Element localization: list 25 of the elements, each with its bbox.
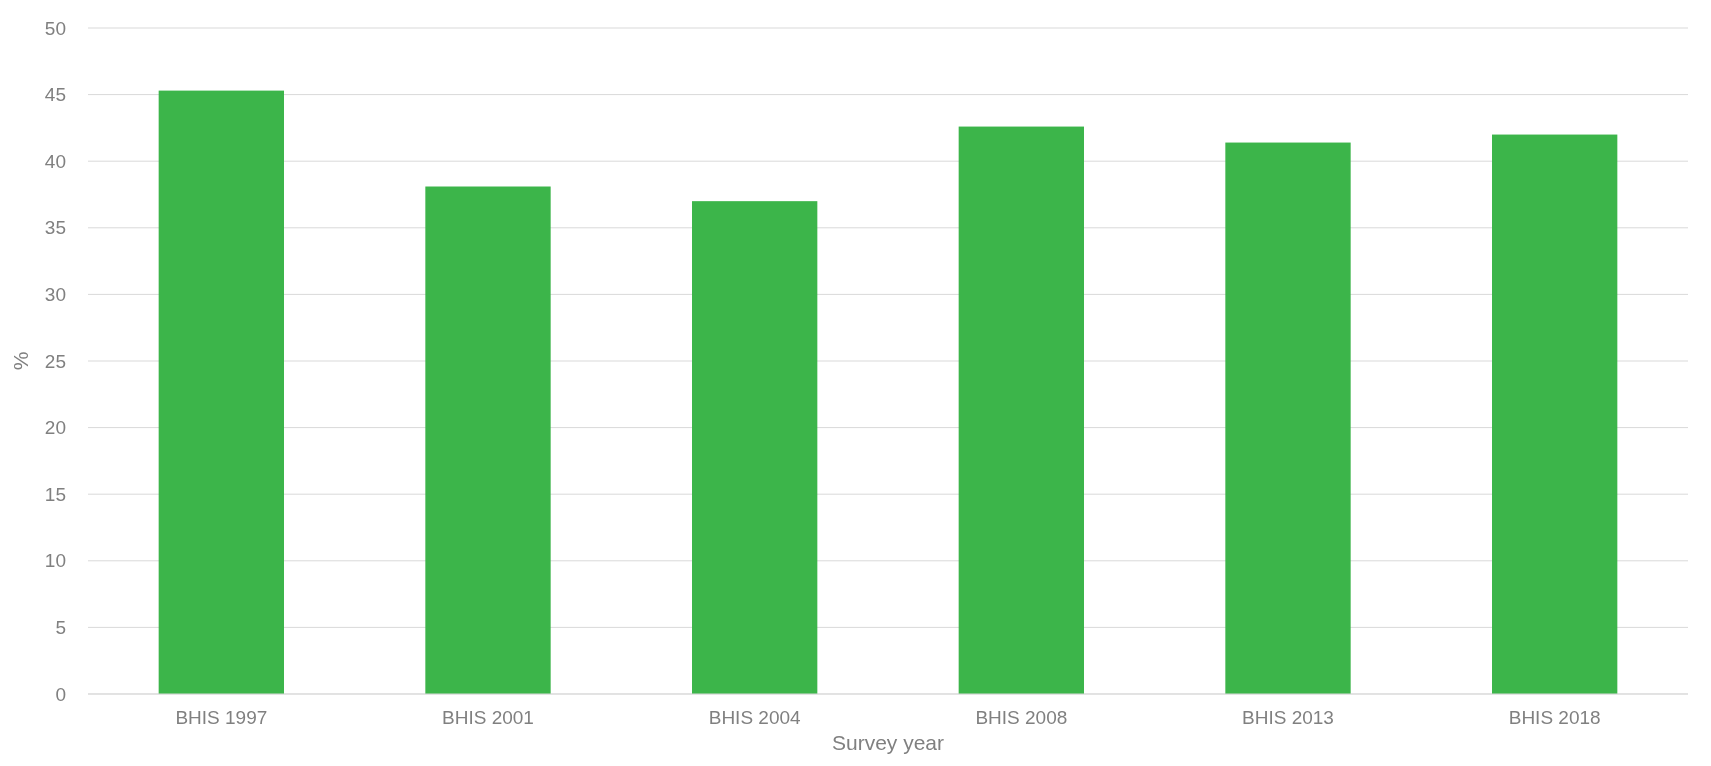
y-tick-label: 35: [44, 217, 66, 239]
x-tick-label: BHIS 2008: [975, 707, 1068, 728]
y-tick-label: 15: [44, 483, 66, 505]
y-axis-title: %: [9, 351, 32, 371]
y-tick-label: 40: [44, 150, 66, 172]
bar: [958, 126, 1084, 694]
x-tick-label: BHIS 2004: [708, 707, 802, 728]
bar: [158, 90, 284, 694]
x-tick-label: BHIS 2018: [1508, 707, 1601, 728]
bar: [425, 186, 551, 694]
y-tick-label: 10: [44, 550, 66, 572]
bar: [692, 201, 818, 694]
bar: [1492, 134, 1618, 694]
y-tick-label: 20: [44, 417, 66, 439]
x-axis-title: Survey year: [831, 731, 945, 754]
y-tick-label: 5: [55, 617, 66, 639]
y-tick-label: 50: [44, 17, 66, 39]
x-tick-label: BHIS 1997: [175, 707, 268, 728]
bar: [1225, 142, 1351, 694]
y-tick-label: 45: [44, 84, 66, 106]
y-tick-label: 25: [44, 350, 66, 372]
y-tick-label: 0: [55, 683, 66, 705]
x-tick-label: BHIS 2013: [1242, 707, 1334, 728]
y-tick-label: 30: [44, 284, 66, 306]
x-tick-label: BHIS 2001: [442, 707, 534, 728]
